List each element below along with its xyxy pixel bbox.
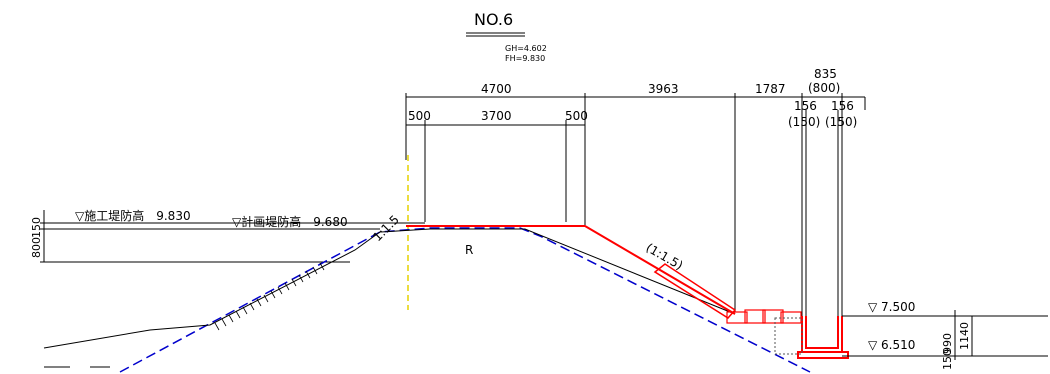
dim-800-paren: (800) [808,81,840,95]
left-slope-label: 1:1.5 [370,212,402,244]
planned-crest-label: ▽計画堤防高 9.680 [232,214,348,229]
channel-structure [797,316,849,359]
existing-ground-line [119,227,811,373]
dim-835: 835 [814,67,837,81]
dim-800-vertical: 800 [30,237,43,258]
water-level-low-label: ▽ 6.510 [868,338,915,352]
dim-500-left: 500 [408,109,431,123]
dim-150-vertical: 150 [30,217,43,238]
construction-crest-label: ▽施工堤防高 9.830 [75,208,191,223]
dim-150-left: (150) [788,115,820,129]
right-slope-label: (1:1.5) [644,240,686,272]
foot-protection-blocks [726,309,802,324]
extension-lines [405,93,843,316]
existing-trench [774,317,803,355]
r-label: R [465,243,473,257]
dim-156-left: 156 [794,99,817,113]
dim-4700: 4700 [481,82,512,96]
dim-1140-vertical: 1140 [958,322,971,350]
dim-1787: 1787 [755,82,786,96]
dim-150-right: (150) [825,115,857,129]
dim-3963: 3963 [648,82,679,96]
ground-height-label: GH=4.602 [505,44,547,53]
dim-150-vertical-right: 150 [941,349,954,370]
slope-hatching [214,262,325,331]
design-section-line [406,225,736,315]
existing-embankment-line [43,228,736,349]
section-title: NO.6 [474,10,513,29]
dim-990-vertical: 990 [941,333,954,354]
slope-protection-block [653,263,737,319]
dim-500-right: 500 [565,109,588,123]
dim-3700: 3700 [481,109,512,123]
water-level-high-label: ▽ 7.500 [868,300,915,314]
formation-height-label: FH=9.830 [505,54,545,63]
